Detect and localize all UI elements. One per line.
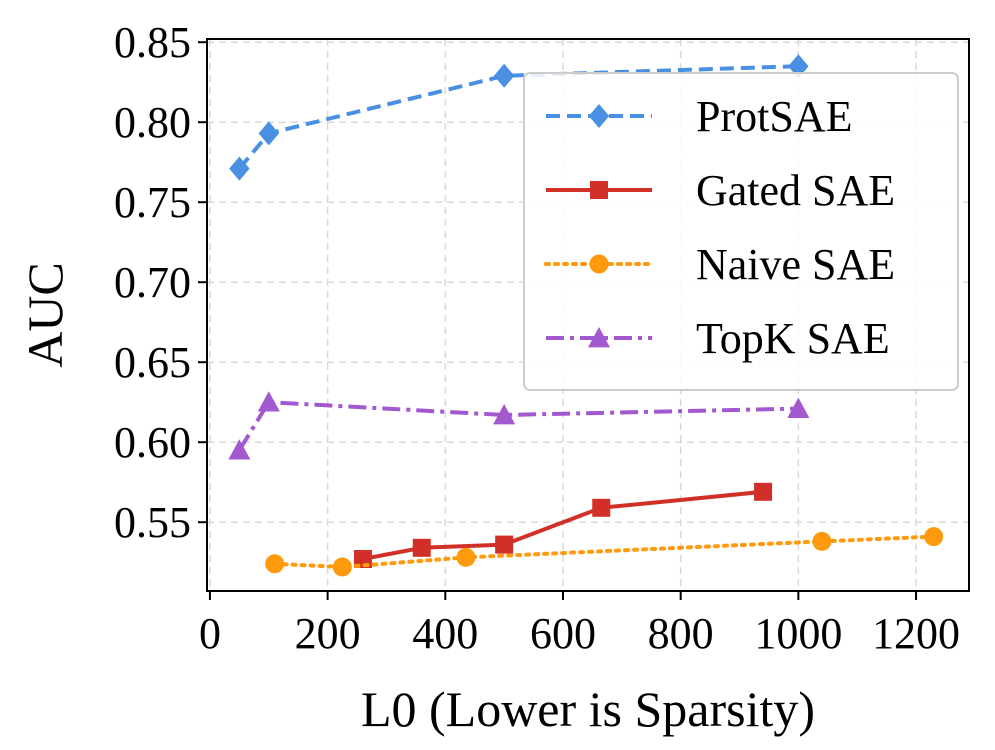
y-tick-label: 0.70 — [114, 258, 191, 307]
axes: 0 200 400 600 800 1000 1200 0.55 0.60 0.65 0.70 0.7… — [114, 18, 960, 658]
data-point — [265, 554, 285, 574]
legend-label: ProtSAE — [696, 92, 852, 141]
series-naive-sae — [265, 527, 944, 577]
legend-entry: ProtSAE — [546, 92, 852, 141]
y-tick-label: 0.80 — [114, 98, 191, 147]
legend-marker — [590, 181, 608, 199]
data-point — [493, 404, 516, 425]
series-line — [237, 400, 799, 452]
y-tick-label: 0.60 — [114, 418, 191, 467]
data-point — [258, 121, 279, 146]
y-tick-label: 0.65 — [114, 338, 191, 387]
x-axis-title: L0 (Lower is Sparsity) — [361, 681, 815, 737]
legend-entry: TopK SAE — [546, 314, 890, 363]
data-point — [332, 557, 352, 577]
legend-marker — [588, 104, 610, 128]
legend-label: Naive SAE — [696, 240, 895, 289]
legend-box — [523, 72, 959, 391]
data-point — [924, 527, 944, 547]
data-point — [228, 439, 251, 460]
legend-marker — [589, 254, 609, 274]
x-tick-label: 1200 — [872, 609, 960, 658]
series-layer — [228, 54, 944, 577]
x-tick-label: 0 — [199, 609, 221, 658]
x-tick-label: 200 — [295, 609, 361, 658]
data-point — [788, 54, 809, 79]
x-tick-label: 800 — [648, 609, 714, 658]
x-tick-label: 1000 — [754, 609, 842, 658]
legend-label: Gated SAE — [696, 166, 895, 215]
legend-marker — [588, 327, 610, 348]
x-tick-label: 400 — [412, 609, 478, 658]
series-line — [237, 64, 799, 170]
data-point — [257, 391, 280, 412]
data-point — [229, 156, 250, 181]
data-point — [754, 482, 773, 501]
series-topk-sae — [228, 391, 810, 460]
legend-entry: Naive SAE — [544, 240, 895, 289]
y-tick-label: 0.55 — [114, 498, 191, 547]
data-point — [456, 547, 476, 567]
x-tick-label: 600 — [530, 609, 596, 658]
data-point — [495, 535, 514, 554]
y-tick-label: 0.85 — [114, 18, 191, 67]
data-point — [412, 538, 431, 557]
legend-label: TopK SAE — [696, 314, 890, 363]
data-point — [592, 498, 611, 517]
y-axis-title: AUC — [17, 262, 73, 368]
legend-entry: Gated SAE — [546, 166, 895, 215]
y-tick-label: 0.75 — [114, 178, 191, 227]
data-point — [493, 63, 515, 88]
data-point — [787, 397, 810, 418]
data-point — [812, 531, 832, 551]
legend: ProtSAE Gated SAE Naive SAE TopK SAE — [523, 72, 959, 391]
series-protsae — [229, 54, 809, 181]
plot-frame — [206, 38, 970, 592]
